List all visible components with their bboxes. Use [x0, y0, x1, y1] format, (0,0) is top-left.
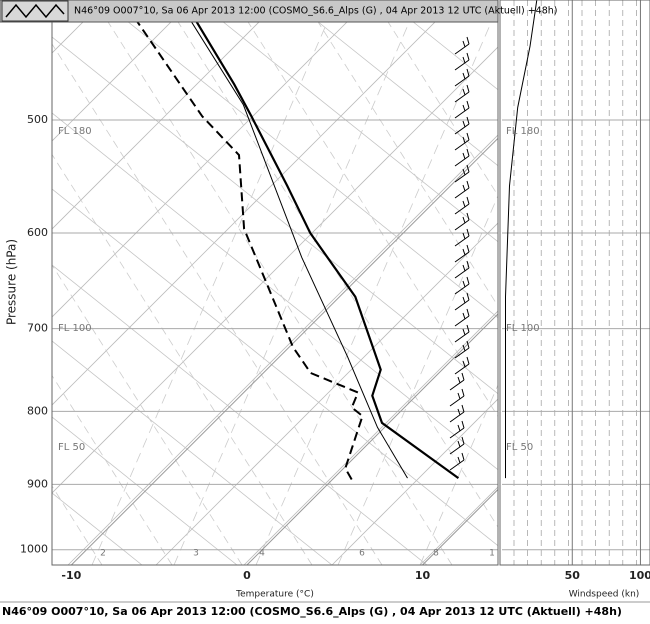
wind-barb [454, 36, 470, 55]
wind-barb [454, 212, 470, 231]
wind-barb [454, 228, 470, 247]
wind-barb [454, 180, 470, 199]
wind-barb [449, 372, 465, 391]
menu-icon[interactable] [1, 0, 69, 22]
wind-barb [454, 324, 470, 343]
wind-plot [502, 0, 650, 565]
dry-adiabat [106, 4, 498, 319]
icon-zigzag [5, 3, 65, 19]
profile-line [192, 15, 460, 479]
y-tick-label: 1000 [20, 543, 48, 556]
flight-level: FL 100 [506, 323, 540, 334]
y-tick-label: 500 [27, 113, 48, 126]
mixing-ratio-label: 3 [193, 549, 199, 559]
wind-barb [454, 132, 470, 151]
wind-barb [449, 436, 465, 455]
x2-axis-label: Windspeed (kn) [569, 590, 640, 600]
x-axis-label: Temperature (°C) [235, 590, 314, 600]
flight-level: FL 50 [506, 442, 533, 453]
header-title: N46°09 O007°10, Sa 06 Apr 2013 12:00 (CO… [74, 6, 558, 17]
flight-level: FL 100 [58, 323, 92, 334]
wind-barb [449, 452, 465, 471]
isotherm-bg [52, 0, 282, 230]
moist-adiabat [52, 153, 313, 565]
isotherm-bg [243, 310, 498, 565]
wind-barb [454, 292, 470, 311]
mixing-ratio-label: 6 [359, 549, 365, 559]
wind-barb [454, 148, 470, 167]
x2-tick-label: 100 [629, 569, 650, 582]
x-tick-label: 0 [243, 569, 251, 582]
dry-adiabat [296, 4, 498, 167]
dry-adiabat [52, 264, 428, 565]
moist-adiabat [52, 43, 383, 565]
mixing-ratio [91, 0, 338, 565]
mixing-ratio-label: 4 [259, 549, 265, 559]
y-tick-label: 700 [27, 322, 48, 335]
wind-barb [454, 52, 470, 71]
y-tick-label: 600 [27, 226, 48, 239]
main-plot [52, 0, 498, 565]
mixing-ratio [173, 0, 420, 565]
wind-barb [454, 84, 470, 103]
dry-adiabat [201, 4, 498, 243]
header-bar [0, 0, 499, 23]
moist-adiabat [52, 374, 173, 565]
isotherm-bg [52, 0, 194, 142]
dry-adiabat [52, 112, 498, 471]
wind-barb [454, 276, 470, 295]
mixing-ratio [255, 5, 498, 565]
wind-barb [454, 308, 470, 327]
isotherm-bg [52, 0, 370, 318]
dry-adiabat [52, 340, 333, 565]
dry-adiabat [52, 36, 498, 395]
y-tick-label: 900 [27, 477, 48, 490]
isotherm [246, 313, 498, 565]
x-tick-label: -10 [61, 569, 81, 582]
isotherm-bg [155, 222, 498, 565]
wind-barb [454, 340, 470, 359]
wind-barb [454, 164, 470, 183]
wind-barb [454, 196, 470, 215]
wind-frame [499, 0, 650, 566]
isotherm-bg [331, 398, 498, 565]
moist-adiabat [303, 0, 498, 307]
mixing-ratio-label: 8 [433, 549, 439, 559]
plot-frame [51, 0, 499, 566]
wind-barb [449, 404, 465, 423]
x2-tick-label: 50 [565, 569, 581, 582]
moist-adiabat [233, 0, 498, 418]
dry-adiabat [52, 416, 238, 565]
moist-adiabat [52, 264, 243, 565]
isotherm-bg [67, 134, 498, 565]
isotherm [70, 137, 498, 565]
flight-level: FL 180 [58, 126, 92, 137]
wind-barb [454, 100, 470, 119]
mixing-ratio-label: 2 [100, 549, 106, 559]
profile-line [187, 16, 408, 479]
wind-barb [454, 68, 470, 87]
profile-line [132, 15, 364, 480]
flight-level: FL 50 [58, 442, 85, 453]
footer-text: N46°09 O007°10, Sa 06 Apr 2013 12:00 (CO… [2, 605, 622, 618]
moist-adiabat [373, 0, 498, 197]
x-tick-label: 10 [415, 569, 431, 582]
mixing-ratio-label: 1 [489, 549, 495, 559]
y-tick-label: 800 [27, 404, 48, 417]
windspeed-line [505, 0, 538, 479]
wind-barb [449, 388, 465, 407]
dry-adiabat [52, 188, 498, 547]
moist-adiabat [93, 0, 453, 565]
wind-barb [454, 356, 470, 375]
wind-barb [454, 244, 470, 263]
wind-barb [449, 420, 465, 439]
wind-barb [454, 116, 470, 135]
isotherm-bg [52, 46, 498, 494]
flight-level: FL 180 [506, 126, 540, 137]
y-axis-label: Pressure (hPa) [5, 239, 19, 325]
wind-barb [454, 260, 470, 279]
